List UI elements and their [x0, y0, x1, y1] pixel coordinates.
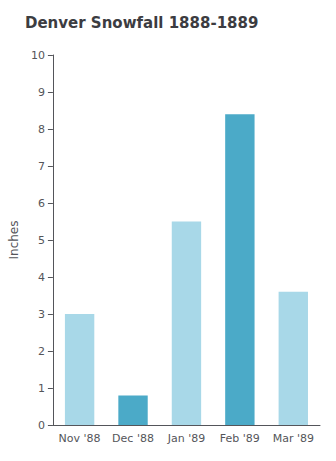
svg-text:Nov '88: Nov '88 [59, 432, 101, 445]
svg-text:4: 4 [38, 271, 45, 284]
svg-text:Dec '88: Dec '88 [112, 432, 154, 445]
svg-text:Feb '89: Feb '89 [220, 432, 260, 445]
svg-text:7: 7 [38, 160, 45, 173]
svg-text:8: 8 [38, 123, 45, 136]
svg-text:10: 10 [31, 49, 45, 62]
svg-text:1: 1 [38, 382, 45, 395]
svg-text:Mar '89: Mar '89 [273, 432, 314, 445]
svg-text:Inches: Inches [7, 221, 21, 260]
svg-text:Denver Snowfall 1888-1889: Denver Snowfall 1888-1889 [25, 14, 258, 32]
svg-text:6: 6 [38, 197, 45, 210]
svg-text:2: 2 [38, 345, 45, 358]
svg-text:Jan '89: Jan '89 [167, 432, 205, 445]
svg-text:9: 9 [38, 86, 45, 99]
svg-text:5: 5 [38, 234, 45, 247]
svg-text:0: 0 [38, 419, 45, 432]
svg-text:3: 3 [38, 308, 45, 321]
